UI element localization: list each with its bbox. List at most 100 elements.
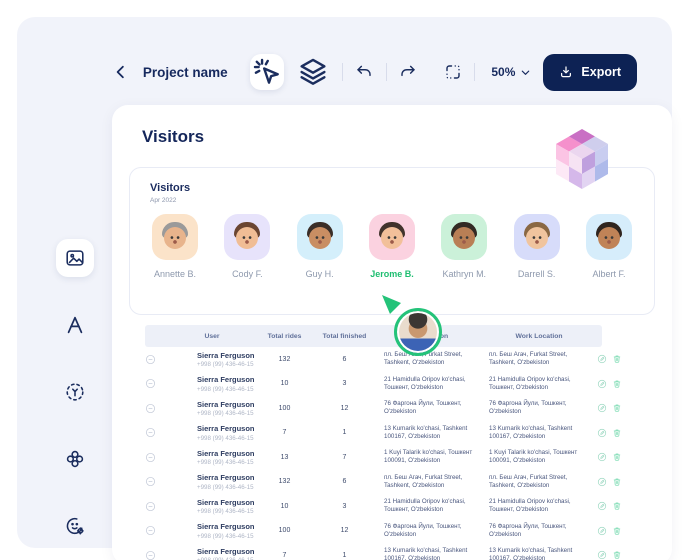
visitor-item[interactable]: Albert F. xyxy=(577,214,641,279)
trash-icon[interactable] xyxy=(612,477,622,487)
frame-tool-button[interactable] xyxy=(444,62,463,82)
user-phone: +998 (99) 436-46-15 xyxy=(197,410,254,417)
sidebar-item-sticker-tool[interactable] xyxy=(56,507,94,545)
location-cell: 76 Фаргона Йули, Тошкент, O'zbekiston xyxy=(384,400,462,416)
project-name[interactable]: Project name xyxy=(142,64,228,80)
trash-icon[interactable] xyxy=(612,501,622,511)
visitor-item[interactable]: Kathryn M. xyxy=(432,214,496,279)
select-tool-button[interactable] xyxy=(249,54,284,90)
user-phone: +998 (99) 436-46-15 xyxy=(197,483,254,491)
memoji-avatar-icon xyxy=(378,222,406,252)
location-cell: 21 Hamidulla Oripov ko'chasi, Тошкент, O… xyxy=(384,498,466,514)
collaborator-avatar xyxy=(394,308,442,356)
visitor-name: Annette B. xyxy=(153,269,197,279)
table-row: Sierra Ferguson +998 (99) 436-46-15 10 3… xyxy=(145,494,657,519)
trash-icon[interactable] xyxy=(612,526,622,536)
toolbar-divider xyxy=(341,63,343,81)
edit-icon[interactable] xyxy=(597,354,607,364)
zoom-control[interactable]: 50% xyxy=(491,65,531,79)
sidebar-item-shape-tool[interactable] xyxy=(56,440,94,478)
edit-icon[interactable] xyxy=(597,452,607,462)
sidebar-item-text-tool[interactable] xyxy=(56,306,94,344)
memoji-tile xyxy=(441,214,488,260)
row-checkbox[interactable] xyxy=(145,476,167,487)
cursor-arrow-icon xyxy=(382,295,401,314)
edit-icon[interactable] xyxy=(597,428,607,438)
row-checkbox[interactable] xyxy=(145,501,167,512)
user-cell: Sierra Ferguson +998 (99) 436-46-15 xyxy=(197,351,257,369)
layers-tool-button[interactable] xyxy=(296,54,330,90)
edit-icon[interactable] xyxy=(597,526,607,536)
minus-circle-icon xyxy=(145,428,156,438)
export-button[interactable]: Export xyxy=(543,53,637,91)
edit-icon[interactable] xyxy=(597,550,607,560)
visitors-widget: Visitors Apr 2022 Annette B. Cody F. Guy… xyxy=(129,167,655,315)
table-row: Sierra Ferguson +998 (99) 436-46-15 100 … xyxy=(145,396,657,421)
memoji-avatar-icon xyxy=(233,222,261,252)
visitor-name: Cody F. xyxy=(232,269,263,279)
widget-title: Visitors xyxy=(150,182,191,194)
trash-icon[interactable] xyxy=(612,354,622,364)
work-location-cell: 76 Фаргона Йули, Тошкент, O'zbekiston xyxy=(489,522,567,538)
user-name: Sierra Ferguson xyxy=(197,522,255,531)
total-rides-cell: 100 xyxy=(278,404,291,412)
edit-icon[interactable] xyxy=(597,379,607,389)
user-name: Sierra Ferguson xyxy=(197,375,255,384)
trash-icon[interactable] xyxy=(612,403,622,413)
location-cell: 13 Kumarik ko'chasi, Tashkent 100167, O'… xyxy=(384,424,468,440)
visitor-item[interactable]: Jerome B. xyxy=(360,214,424,279)
sidebar-item-image-tool[interactable] xyxy=(56,239,94,277)
memoji-tile xyxy=(224,214,271,260)
row-checkbox[interactable] xyxy=(145,354,167,365)
collaborator-cursor xyxy=(382,295,452,365)
trash-icon[interactable] xyxy=(612,452,622,462)
visitor-item[interactable]: Guy H. xyxy=(288,214,352,279)
user-cell: Sierra Ferguson +998 (99) 436-46-15 xyxy=(197,547,257,560)
trash-icon[interactable] xyxy=(612,428,622,438)
work-location-cell: 1 Kuyi Talarik ko'chasi, Тошкент 100091,… xyxy=(489,449,578,465)
row-checkbox[interactable] xyxy=(145,550,167,560)
user-cell: Sierra Ferguson +998 (99) 436-46-15 xyxy=(197,375,257,393)
undo-button[interactable] xyxy=(355,62,374,82)
visitor-name: Darrell S. xyxy=(517,269,556,279)
memoji-avatar-icon xyxy=(595,222,623,252)
minus-circle-icon xyxy=(145,501,156,511)
visitor-item[interactable]: Cody F. xyxy=(215,214,279,279)
user-cell: Sierra Ferguson +998 (99) 436-46-15 xyxy=(197,424,257,442)
edit-icon[interactable] xyxy=(597,477,607,487)
table-row: Sierra Ferguson +998 (99) 436-46-15 132 … xyxy=(145,470,657,495)
back-button[interactable] xyxy=(112,62,131,82)
row-actions xyxy=(597,379,639,389)
user-phone: +998 (99) 436-46-15 xyxy=(197,532,254,540)
sidebar-item-transform-tool[interactable] xyxy=(56,373,94,411)
trash-icon[interactable] xyxy=(612,379,622,389)
total-rides-cell: 132 xyxy=(278,478,291,486)
row-checkbox[interactable] xyxy=(145,378,167,389)
content-card: Visitors Visitors Apr 2022 Annette B. Co… xyxy=(112,105,672,560)
location-cell: 13 Kumarik ko'chasi, Tashkent 100167, O'… xyxy=(384,547,468,560)
table-row: Sierra Ferguson +998 (99) 436-46-15 10 3… xyxy=(145,372,657,397)
minus-circle-icon xyxy=(145,526,156,536)
trash-icon[interactable] xyxy=(612,550,622,560)
minus-circle-icon xyxy=(145,452,156,462)
row-actions xyxy=(597,428,639,438)
edit-icon[interactable] xyxy=(597,403,607,413)
visitor-item[interactable]: Annette B. xyxy=(143,214,207,279)
location-cell: 76 Фаргона Йули, Тошкент, O'zbekiston xyxy=(384,522,462,538)
row-checkbox[interactable] xyxy=(145,452,167,463)
visitor-item[interactable]: Darrell S. xyxy=(505,214,569,279)
row-actions xyxy=(597,452,639,462)
total-finished-cell: 12 xyxy=(340,527,349,535)
redo-button[interactable] xyxy=(399,62,418,82)
row-checkbox[interactable] xyxy=(145,427,167,438)
row-checkbox[interactable] xyxy=(145,525,167,536)
edit-icon[interactable] xyxy=(597,501,607,511)
user-name: Sierra Ferguson xyxy=(197,497,255,507)
total-finished-cell: 1 xyxy=(342,429,347,437)
canvas-panel: Project name xyxy=(17,17,672,560)
table-row: Sierra Ferguson +998 (99) 436-46-15 7 1 … xyxy=(145,543,657,560)
row-checkbox[interactable] xyxy=(145,403,167,414)
work-location-cell: пл. Беш Агач, Furkat Street, Tashkent, O… xyxy=(489,351,568,367)
work-location-cell: 76 Фаргона Йули, Тошкент, O'zbekiston xyxy=(489,400,567,416)
minus-circle-icon xyxy=(145,550,156,560)
